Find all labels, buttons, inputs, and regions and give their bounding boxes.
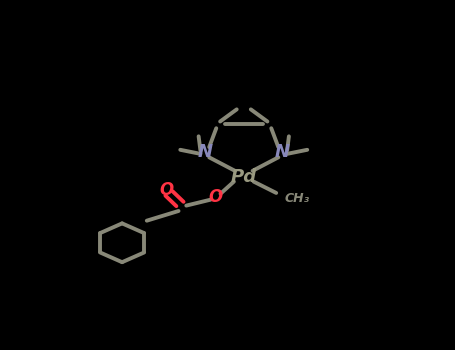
Text: N: N xyxy=(197,144,212,161)
Text: N: N xyxy=(275,144,290,161)
Text: O: O xyxy=(159,181,173,199)
Text: CH₃: CH₃ xyxy=(284,192,309,205)
Text: Pd: Pd xyxy=(231,168,257,186)
Text: O: O xyxy=(208,188,222,206)
